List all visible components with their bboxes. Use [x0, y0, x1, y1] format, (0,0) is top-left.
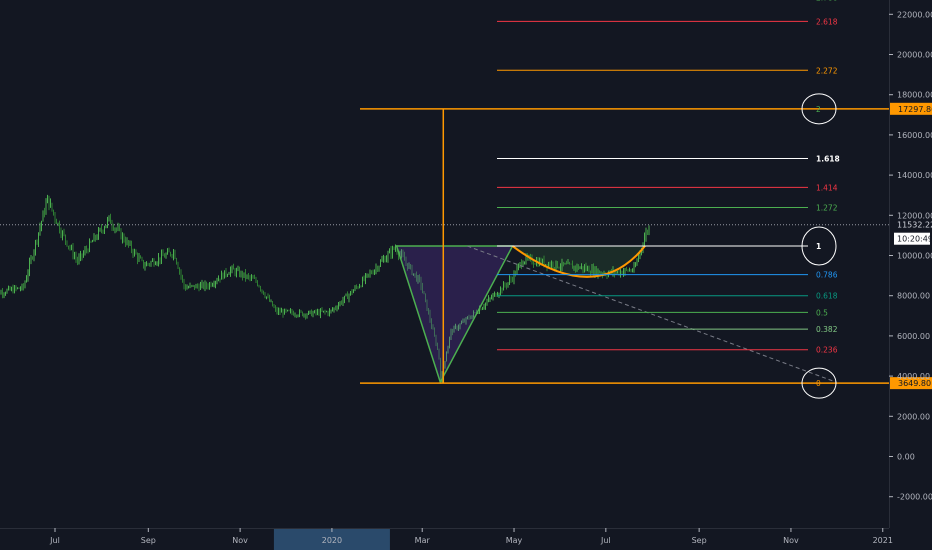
fib-level-label: 0.786: [816, 271, 838, 280]
x-tick-label: Jul: [600, 536, 611, 545]
countdown-label: 10:20:49: [897, 235, 932, 244]
fib-level-label: 0.618: [816, 292, 838, 301]
y-tick-label: 14000.00: [897, 171, 932, 180]
x-tick-label: 2021: [873, 536, 893, 545]
y-tick-label: 0.00: [897, 453, 915, 462]
y-tick-label: 10000.00: [897, 252, 932, 261]
fib-level-label: 2.272: [816, 66, 838, 75]
y-tick-label: 2000.00: [897, 412, 930, 421]
y-tick-label: 8000.00: [897, 292, 930, 301]
x-tick-label: Sep: [692, 536, 707, 545]
fib-level-label: 0.5: [816, 308, 828, 317]
fib-level-label: 2: [816, 105, 821, 114]
fib-level-label: 2.618: [816, 17, 838, 26]
y-tick-label: 20000.00: [897, 51, 932, 60]
y-tick-label: 18000.00: [897, 91, 932, 100]
y-tick-label: -2000.00: [897, 493, 932, 502]
y-tick-label: 4000.00: [897, 372, 930, 381]
current-price-label: 11532.22: [897, 221, 932, 230]
fib-level-label: 1.272: [816, 204, 838, 213]
fib-level-label: 2.786: [816, 0, 838, 3]
fib-level-label: 0: [816, 379, 821, 388]
fib-level-label: 1.618: [816, 155, 840, 164]
x-tick-label: Sep: [141, 536, 156, 545]
y-tick-label: 6000.00: [897, 332, 930, 341]
x-tick-label: Nov: [232, 536, 248, 545]
fib-level-label: 1: [816, 242, 821, 251]
fib-level-label: 1.414: [816, 183, 838, 192]
x-tick-label: Nov: [783, 536, 799, 545]
x-tick-label: Jul: [49, 536, 60, 545]
x-tick-label: Mar: [415, 536, 431, 545]
y-tick-label: 16000.00: [897, 131, 932, 140]
fib-level-label: 0.382: [816, 325, 838, 334]
fib-level-label: 0.236: [816, 346, 838, 355]
x-tick-label: 2020: [322, 536, 342, 545]
price-tag-label: 17297.86: [898, 105, 932, 114]
y-tick-label: 22000.00: [897, 10, 932, 19]
y-tick-label: 12000.00: [897, 211, 932, 220]
x-tick-label: May: [506, 536, 523, 545]
